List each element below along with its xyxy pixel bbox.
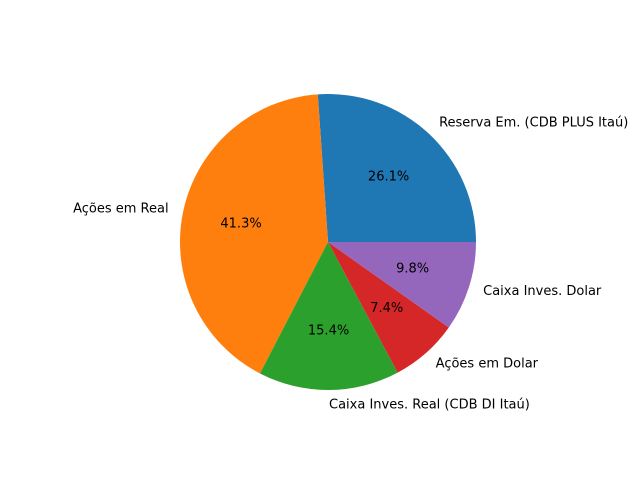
pie-slice: [328, 242, 449, 373]
slice-percent-label: 7.4%: [370, 301, 403, 316]
slice-category-label: Caixa Inves. Real (CDB DI Itaú): [329, 397, 530, 412]
slice-percent-label: 9.8%: [396, 261, 429, 276]
pie-slice: [317, 93, 476, 242]
slices-layer: [179, 93, 476, 390]
pie-slice: [179, 94, 328, 374]
pie-slice: [328, 242, 476, 328]
slice-category-label: Ações em Dolar: [436, 357, 539, 372]
slice-category-label: Caixa Inves. Dolar: [483, 284, 602, 299]
pie-slice: [259, 242, 398, 390]
labels-layer: 26.1% Reserva Em. (CDB PLUS Itaú) 41.3% Açõ…: [73, 115, 628, 412]
slice-percent-label: 15.4%: [308, 323, 349, 338]
slice-category-label: Reserva Em. (CDB PLUS Itaú): [439, 115, 628, 130]
slice-category-label: Ações em Real: [73, 201, 169, 216]
slice-percent-label: 26.1%: [368, 170, 409, 185]
slice-percent-label: 41.3%: [220, 216, 261, 231]
